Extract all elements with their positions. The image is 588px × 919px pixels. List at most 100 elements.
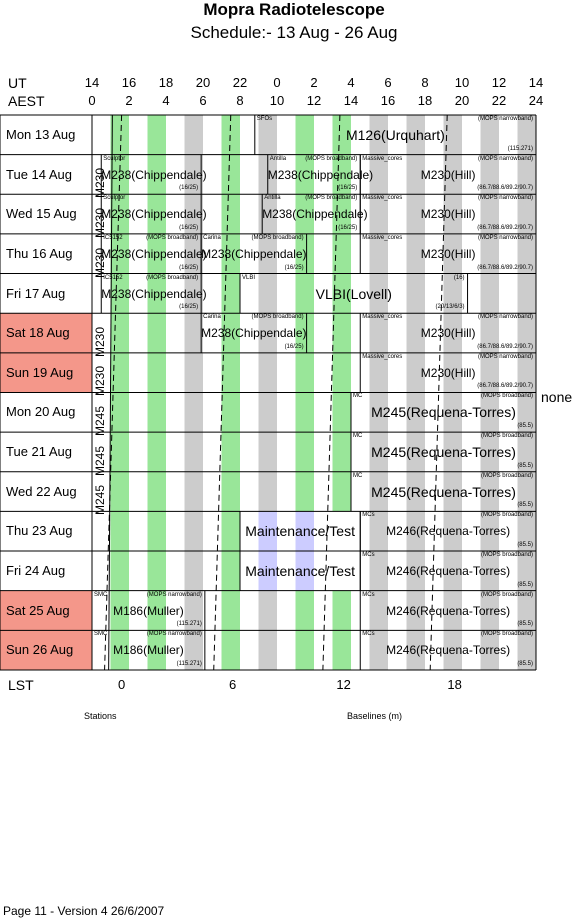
program-label: M230(Hill) — [420, 246, 476, 261]
program-source: MCs — [362, 512, 375, 519]
program-source: SMC — [94, 591, 108, 598]
ut-tick: 12 — [491, 75, 507, 90]
program-frequency: (86.7/88.6/89.2/90.7) — [477, 264, 533, 271]
program-frequency: (16/25) — [338, 224, 358, 231]
maintenance-stripe — [258, 511, 277, 552]
program-label: M186(Muller) — [113, 603, 184, 618]
program-label: M238(Chippendale) — [101, 207, 207, 222]
program-source: Massive_cores — [362, 155, 403, 162]
program-frequency: (115.271) — [176, 621, 202, 628]
program-backend: (MOPS broadband) — [251, 234, 304, 241]
maintenance-stripe — [295, 551, 314, 591]
ut-tick: 18 — [158, 75, 174, 90]
day-label: Sat 25 Aug — [6, 602, 70, 618]
aest-tick: 0 — [88, 93, 96, 108]
day-label: Thu 23 Aug — [6, 523, 73, 539]
baselines-label: Baselines (m) — [347, 711, 403, 721]
program-frequency: (16/25) — [179, 304, 199, 311]
page-title: Mopra Radiotelescope — [203, 0, 385, 19]
program-source: Sculptor — [103, 155, 126, 162]
day-label: Sun 26 Aug — [6, 642, 74, 658]
day-label: Wed 15 Aug — [6, 206, 77, 222]
program-backend: (MOPS narrowband) — [477, 116, 533, 122]
ut-tick: 14 — [84, 75, 100, 90]
program-label: M186(Muller) — [113, 643, 184, 658]
program-backend: (MOPS narrowband) — [477, 234, 533, 241]
ut-tick: 6 — [384, 75, 392, 90]
program-label: M230(Hill) — [420, 326, 476, 341]
aest-tick: 20 — [454, 93, 470, 108]
program-frequency: (86.7/88.6/89.2/90.7) — [477, 383, 533, 390]
program-source: MCs — [362, 631, 375, 638]
program-label: M246(Requena-Torres) — [386, 643, 511, 658]
day-label: Fri 24 Aug — [6, 563, 66, 579]
program-source: SMC — [94, 631, 108, 638]
lst-tick: 12 — [336, 677, 351, 692]
aest-tick: 6 — [199, 93, 207, 108]
weekend-label-bg — [0, 630, 92, 670]
program-label: M245(Requena-Torres) — [371, 404, 516, 421]
program-label: M230(Hill) — [420, 207, 476, 222]
program-source: MCs — [362, 591, 375, 598]
side-note: none — [541, 389, 573, 405]
aest-tick: 24 — [528, 93, 544, 108]
ut-tick: 20 — [195, 75, 211, 90]
program-label: M238(Chippendale) — [201, 246, 307, 261]
program-label: M126(Urquhart) — [345, 127, 445, 143]
program-backend: (MOPS broadband) — [480, 393, 533, 400]
program-frequency: (85.5) — [517, 542, 533, 549]
ut-tick: 0 — [273, 75, 281, 90]
day-label: Sun 19 Aug — [6, 364, 74, 380]
program-frequency: (16/25) — [284, 343, 304, 350]
day-label: Tue 21 Aug — [6, 444, 73, 460]
program-frequency: (16/25) — [284, 264, 304, 271]
program-frequency: (85.5) — [517, 621, 533, 628]
lst-label: LST — [8, 677, 34, 693]
schedule-grid — [0, 114, 537, 671]
vertical-program-label: M245 — [93, 485, 107, 516]
ut-tick: 14 — [528, 75, 544, 90]
vertical-program-label: M230 — [93, 207, 107, 238]
ut-tick: 8 — [421, 75, 429, 90]
program-backend: (MOPS broadband) — [251, 314, 304, 321]
program-frequency: (86.7/88.6/89.2/90.7) — [477, 185, 533, 192]
program-frequency: (85.5) — [517, 660, 533, 667]
program-source: Carina — [203, 234, 221, 241]
program-frequency: (16/25) — [179, 224, 199, 231]
program-frequency: (16/25) — [338, 185, 358, 192]
program-source: IC5152 — [103, 274, 123, 281]
day-label: Mon 13 Aug — [6, 127, 76, 142]
lst-tick: 0 — [117, 677, 126, 692]
aest-tick: 14 — [343, 93, 359, 108]
program-label: M238(Chippendale) — [262, 207, 368, 222]
program-source: MCs — [362, 552, 375, 559]
program-label: M245(Requena-Torres) — [371, 444, 516, 461]
day-label: Sat 18 Aug — [6, 325, 70, 341]
program-source: SFOs — [256, 116, 273, 122]
program-source: Massive_cores — [362, 314, 403, 321]
program-backend: (MOPS broadband) — [146, 274, 199, 281]
program-label: M238(Chippendale) — [201, 326, 307, 341]
program-label: M230(Hill) — [420, 167, 476, 182]
program-backend: (MOPS broadband) — [480, 591, 533, 598]
program-backend: (MOPS broadband) — [146, 234, 199, 241]
program-source: Massive_cores — [362, 353, 403, 360]
program-backend: (MOPS broadband) — [305, 195, 358, 202]
program-source: Sculptor — [103, 195, 126, 202]
stations-label: Stations — [84, 711, 117, 721]
aest-tick: 16 — [380, 93, 396, 108]
program-frequency: (16/25) — [179, 185, 199, 192]
program-source: MC — [353, 472, 363, 479]
program-source: Massive_cores — [362, 195, 403, 202]
program-backend: (MOPS broadband) — [305, 155, 358, 162]
lst-line — [429, 114, 448, 670]
program-source: MC — [353, 393, 363, 400]
maintenance-stripe — [258, 551, 277, 591]
ut-tick: 16 — [121, 75, 137, 90]
program-label: M238(Chippendale) — [267, 167, 374, 182]
day-label: Thu 16 Aug — [6, 245, 73, 261]
aest-tick: 12 — [306, 93, 322, 108]
program-frequency: (115.271) — [507, 145, 533, 152]
program-label: Maintenance/Test — [245, 523, 355, 540]
program-backend: (MOPS broadband) — [480, 512, 533, 519]
